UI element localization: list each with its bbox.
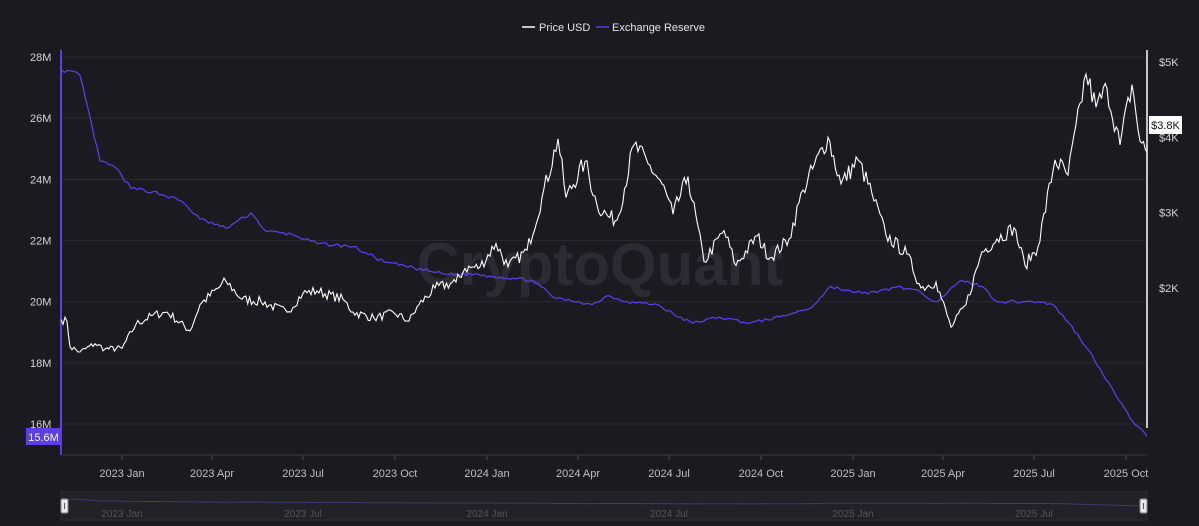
- right-axis-tick-label: $2K: [1159, 283, 1179, 295]
- exchange-reserve-series-line: [60, 68, 1148, 437]
- right-current-value-bg: [1149, 116, 1182, 134]
- x-axis-tick-label: 2023 Jan: [99, 468, 144, 480]
- left-axis-tick-label: 18M: [30, 358, 51, 370]
- left-axis-tick-label: 26M: [30, 113, 51, 125]
- left-current-value-tag: 15.6M: [26, 428, 61, 445]
- right-axis-ticks: $2K $3K $4K $5K: [1159, 57, 1179, 295]
- x-axis-tick-label: 2025 Jan: [830, 468, 875, 480]
- x-axis-tick-label: 2024 Jan: [464, 468, 509, 480]
- navigator-left-handle[interactable]: [60, 498, 69, 514]
- range-navigator[interactable]: 2023 Jan 2023 Jul 2024 Jan 2024 Jul 2025 Jan…: [60, 491, 1148, 521]
- x-axis-ticks: 2023 Jan 2023 Apr 2023 Jul 2023 Oct 2024 Jan…: [99, 455, 1148, 480]
- legend-label-price: Price USD: [539, 22, 590, 34]
- legend-item-reserve[interactable]: Exchange Reserve: [596, 22, 705, 34]
- navigator-right-handle[interactable]: [1139, 498, 1148, 514]
- right-axis-tick-label: $4K: [1159, 132, 1179, 144]
- price-usd-series-line: [60, 71, 1148, 353]
- grid-lines: [61, 56, 1147, 425]
- right-current-value-label: $3.8K: [1151, 120, 1180, 132]
- left-current-value-bg: [26, 428, 61, 445]
- navigator-label: 2025 Jul: [1015, 509, 1053, 520]
- left-current-value-label: 15.6M: [28, 432, 59, 444]
- watermark-text: CryptoQuant: [417, 231, 784, 298]
- left-axis-tick-label: 22M: [30, 236, 51, 248]
- x-axis-tick-label: 2023 Jul: [282, 468, 324, 480]
- navigator-track[interactable]: [60, 491, 1148, 521]
- x-axis-tick-label: 2025 Jul: [1013, 468, 1055, 480]
- legend-item-price[interactable]: Price USD: [522, 22, 590, 34]
- x-axis-tick-label: 2023 Oct: [373, 468, 418, 480]
- navigator-label: 2023 Jul: [284, 509, 322, 520]
- left-axis-tick-label: 20M: [30, 297, 51, 309]
- x-axis-tick-label: 2023 Apr: [190, 468, 234, 480]
- x-axis-tick-label: 2024 Jul: [648, 468, 690, 480]
- right-current-value-tag: $3.8K: [1149, 116, 1182, 134]
- x-axis-tick-label: 2024 Oct: [739, 468, 784, 480]
- legend[interactable]: Price USD Exchange Reserve: [522, 22, 705, 34]
- legend-label-reserve: Exchange Reserve: [612, 22, 705, 34]
- navigator-label: 2024 Jan: [466, 509, 507, 520]
- x-axis-tick-label: 2025 Oct: [1104, 468, 1149, 480]
- navigator-series-line: [60, 498, 1148, 507]
- navigator-labels: 2023 Jan 2023 Jul 2024 Jan 2024 Jul 2025 Jan…: [101, 509, 1052, 520]
- navigator-label: 2024 Jul: [650, 509, 688, 520]
- right-axis-tick-label: $3K: [1159, 208, 1179, 220]
- x-axis-tick-label: 2024 Apr: [556, 468, 600, 480]
- x-axis-tick-label: 2025 Apr: [921, 468, 965, 480]
- left-axis-tick-label: 24M: [30, 174, 51, 186]
- navigator-label: 2023 Jan: [101, 509, 142, 520]
- navigator-label: 2025 Jan: [832, 509, 873, 520]
- right-axis-tick-label: $5K: [1159, 57, 1179, 69]
- left-axis-tick-label: 28M: [30, 52, 51, 64]
